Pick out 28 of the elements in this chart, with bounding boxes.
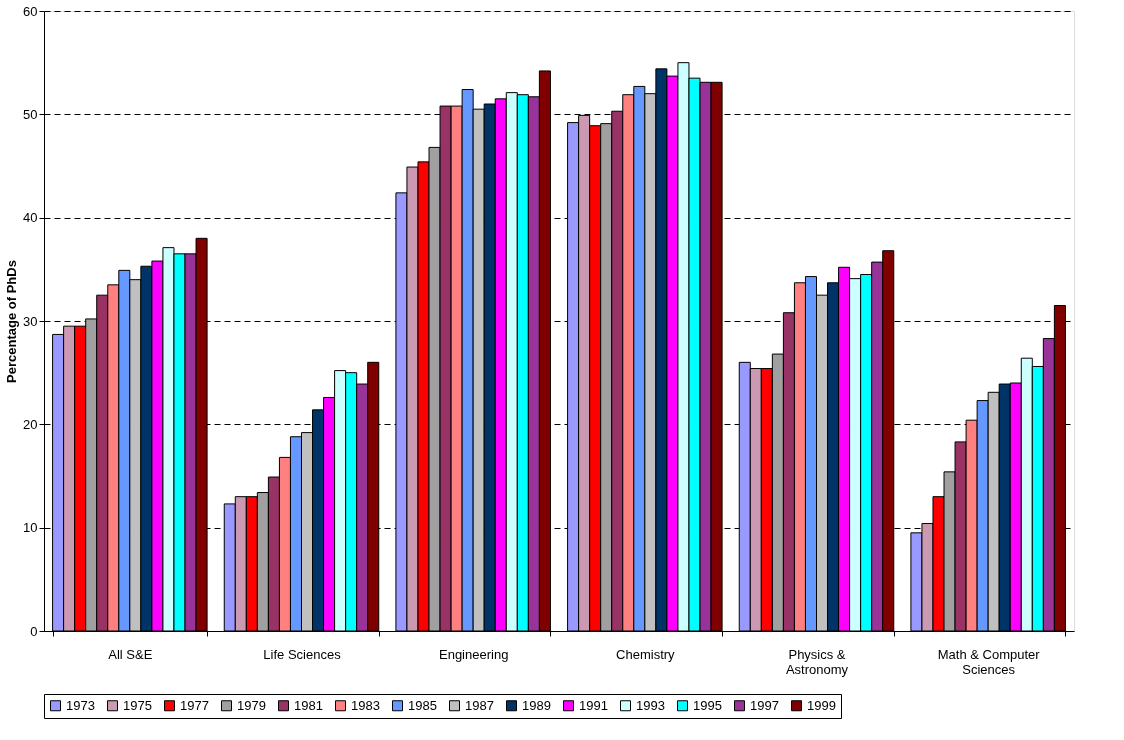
legend-label: 1997 xyxy=(750,697,779,713)
x-tick-label: Life Sciences xyxy=(263,646,342,662)
x-tick-label: Math & Computer Sciences xyxy=(937,646,1041,677)
y-tick-label: 40 xyxy=(23,210,38,226)
legend-label: 1985 xyxy=(408,697,437,713)
y-axis-title: Percentage of PhDs xyxy=(4,260,20,383)
x-tick-label: All S&E xyxy=(108,646,153,662)
x-tick-label: Chemistry xyxy=(616,646,676,662)
y-tick-label: 10 xyxy=(23,520,38,536)
y-tick-label: 30 xyxy=(23,313,38,329)
legend-label: 1991 xyxy=(579,697,608,713)
y-tick-label: 60 xyxy=(23,3,38,19)
legend-label: 1973 xyxy=(66,697,95,713)
x-tick-label: Physics & Astronomy xyxy=(785,646,849,677)
legend-label: 1989 xyxy=(522,697,551,713)
y-tick-label: 0 xyxy=(30,623,38,639)
legend-label: 1993 xyxy=(636,697,665,713)
legend-label: 1987 xyxy=(465,697,494,713)
x-tick-label: Engineering xyxy=(438,646,509,662)
y-tick-label: 50 xyxy=(23,106,38,122)
legend-label: 1999 xyxy=(807,697,836,713)
y-tick-label: 20 xyxy=(23,416,38,432)
legend-label: 1975 xyxy=(123,697,152,713)
legend-label: 1977 xyxy=(180,697,209,713)
legend-label: 1983 xyxy=(351,697,380,713)
legend-label: 1995 xyxy=(693,697,722,713)
legend-label: 1979 xyxy=(237,697,266,713)
legend-label: 1981 xyxy=(294,697,323,713)
